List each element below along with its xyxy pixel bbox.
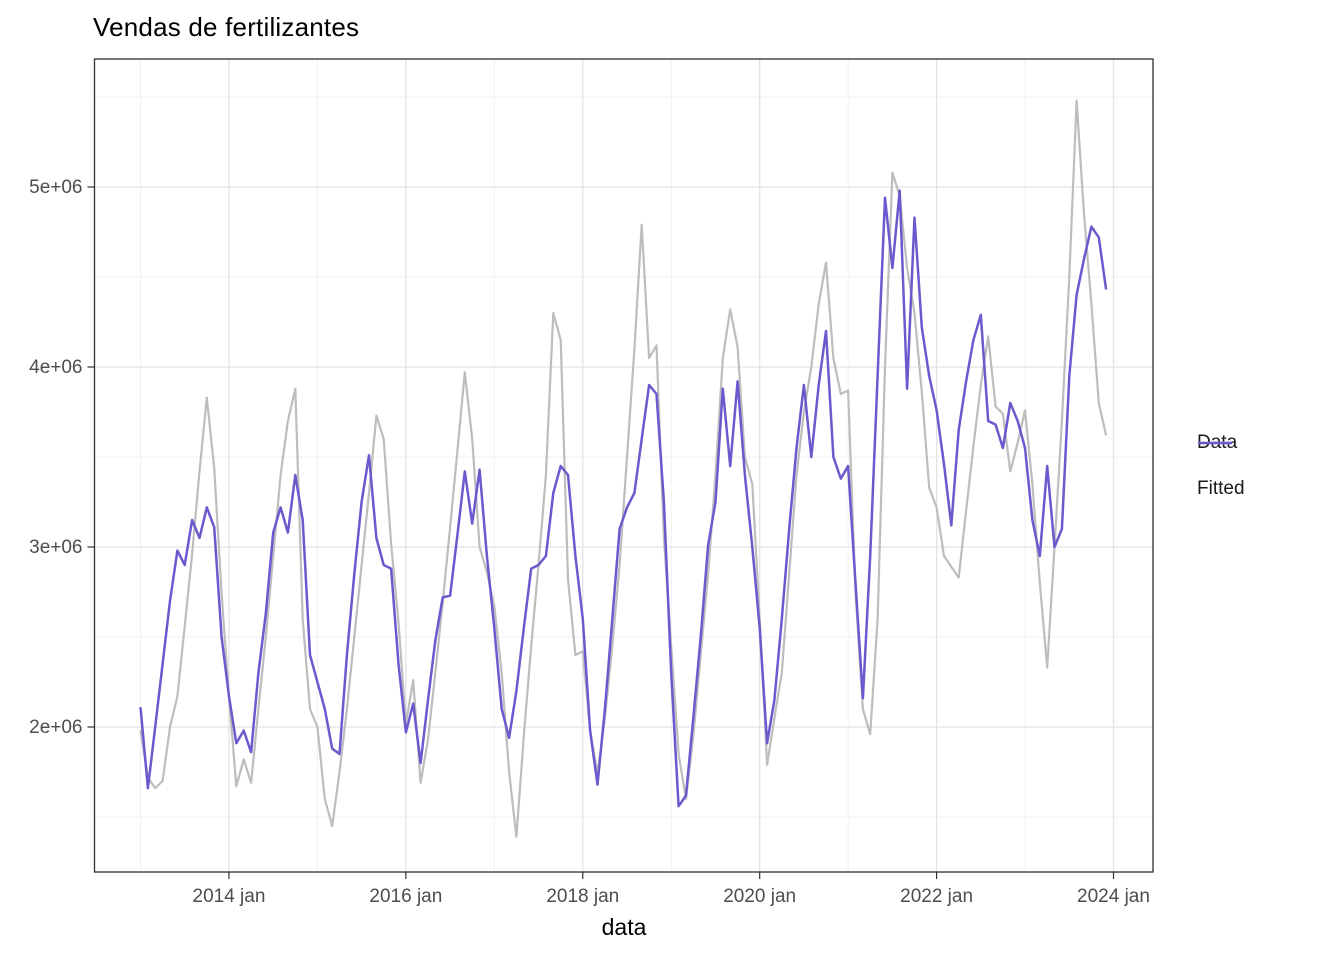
y-tick-label: 3e+06	[29, 537, 82, 558]
x-tick-label: 2014 jan	[193, 886, 266, 907]
x-axis-title: data	[601, 914, 647, 940]
panel-border	[93, 58, 1154, 873]
legend-item-fitted: Fitted	[1197, 441, 1245, 502]
x-axis-labels: 2014 jan 2016 jan 2018 jan 2020 jan 2022 jan…	[193, 886, 1150, 907]
chart-title: Vendas de fertilizantes	[93, 12, 360, 42]
x-tick-label: 2018 jan	[546, 886, 619, 907]
x-tick-label: 2016 jan	[369, 886, 442, 907]
x-tick-label: 2020 jan	[723, 886, 796, 907]
fitted-series-line	[139, 189, 1108, 808]
y-tick-label: 4e+06	[29, 357, 82, 378]
data-series-line	[139, 99, 1108, 838]
legend: Data Fitted	[1197, 430, 1245, 522]
legend-label-fitted: Fitted	[1197, 478, 1245, 499]
y-tick-label: 5e+06	[29, 177, 82, 198]
x-tick-label: 2022 jan	[900, 886, 973, 907]
x-tick-label: 2024 jan	[1077, 886, 1150, 907]
fitted-line-key-icon	[1198, 441, 1232, 445]
axis-ticks	[87, 186, 1115, 879]
y-axis-labels: 2e+06 3e+06 4e+06 5e+06	[29, 177, 82, 738]
y-tick-label: 2e+06	[29, 717, 82, 738]
panel-background	[94, 59, 1153, 872]
